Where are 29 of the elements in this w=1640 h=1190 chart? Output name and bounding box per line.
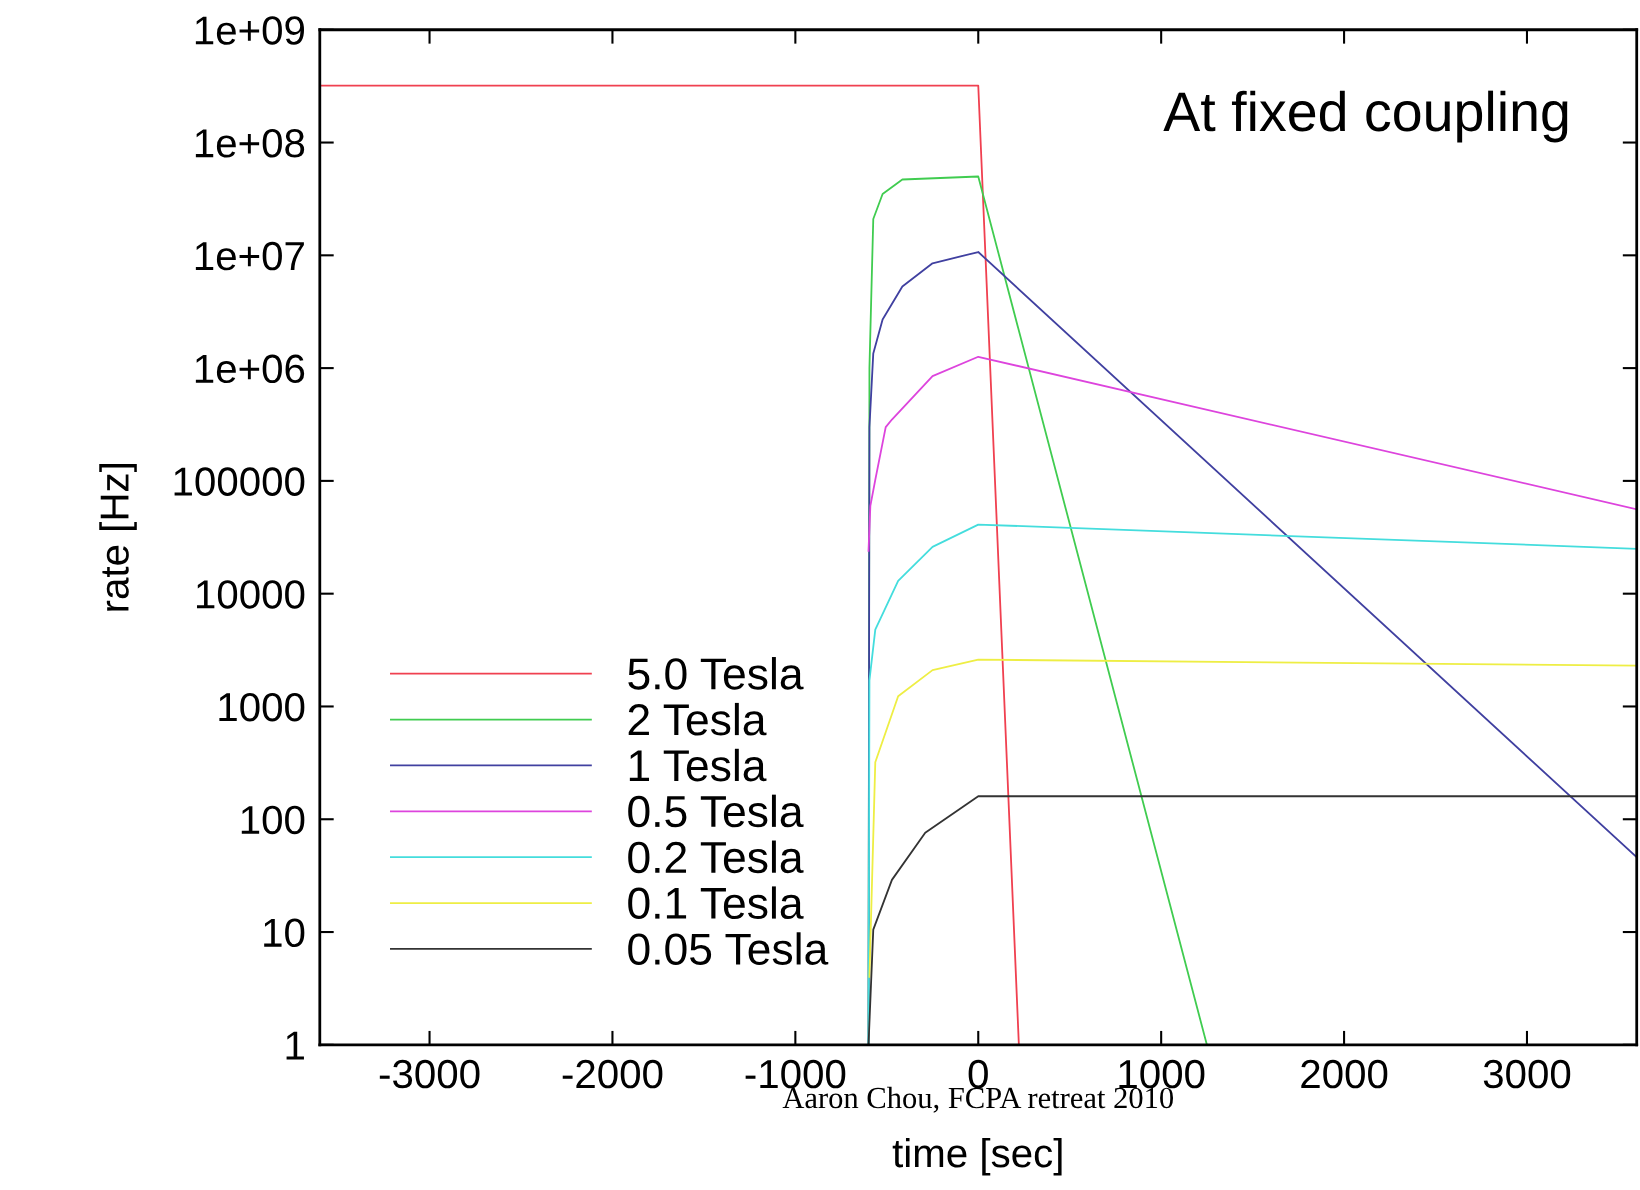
y-tick-label: 10000: [196, 580, 305, 609]
y-tick-label: 10: [264, 918, 305, 948]
y-axis-title: rate [Hz]: [99, 464, 137, 611]
x-tick-label: 0: [968, 1059, 988, 1089]
annotation: At fixed coupling: [1163, 90, 1568, 143]
x-tick-label: -3000: [379, 1059, 480, 1089]
x-axis-title: time [sec]: [892, 1137, 1062, 1176]
x-tick-label: 3000: [1483, 1059, 1571, 1089]
legend-label: 5.0 Tesla: [628, 657, 804, 690]
y-tick-label: 100: [241, 805, 305, 835]
y-tick-label: 1000: [219, 692, 305, 722]
y-tick-label: 1e+08: [195, 129, 305, 158]
line-series: [867, 795, 1637, 1045]
line-series: [868, 658, 1637, 978]
y-tick-label: 1e+07: [195, 241, 304, 271]
x-tick-label: -1000: [745, 1059, 846, 1089]
legend-label: 2 Tesla: [628, 702, 767, 736]
legend-label: 0.2 Tesla: [628, 840, 804, 874]
line-series: [867, 355, 1637, 552]
y-tick-label: 100000: [174, 467, 305, 496]
legend-label: 0.1 Tesla: [628, 886, 804, 920]
y-tick-label: 1e+06: [195, 354, 305, 384]
legend-label: 1 Tesla: [629, 748, 767, 782]
y-tick-label: 1: [286, 1031, 304, 1060]
x-tick-label: -2000: [562, 1059, 663, 1089]
legend-label: 0.05 Tesla: [628, 932, 829, 965]
x-tick-label: 2000: [1301, 1059, 1388, 1089]
legend-label: 0.5 Tesla: [628, 794, 804, 828]
y-tick-label: 1e+09: [195, 16, 305, 45]
